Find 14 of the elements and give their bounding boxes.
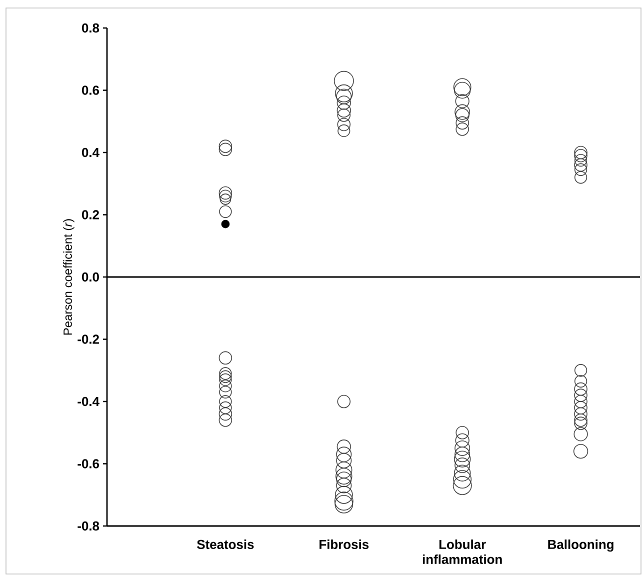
y-tick-label: 0.8 bbox=[82, 23, 100, 33]
y-tick-label: -0.6 bbox=[78, 459, 100, 468]
x-tick-label: Lobular inflammation bbox=[422, 540, 502, 564]
y-tick-label: 0.6 bbox=[82, 86, 100, 95]
x-tick-label: Steatosis bbox=[197, 540, 254, 550]
y-tick-label: 0.4 bbox=[82, 148, 100, 158]
x-tick-label: Fibrosis bbox=[320, 540, 369, 550]
y-tick-label: 0.2 bbox=[82, 210, 99, 220]
y-tick-label: 0.0 bbox=[82, 272, 99, 282]
y-tick-label: -0.4 bbox=[78, 396, 100, 406]
y-tick-label: -0.2 bbox=[78, 334, 99, 344]
x-tick-label: Ballooning bbox=[548, 540, 614, 552]
y-tick-label: -0.8 bbox=[78, 521, 100, 531]
y-axis-title: Pearson coefficient (r) bbox=[63, 219, 74, 335]
